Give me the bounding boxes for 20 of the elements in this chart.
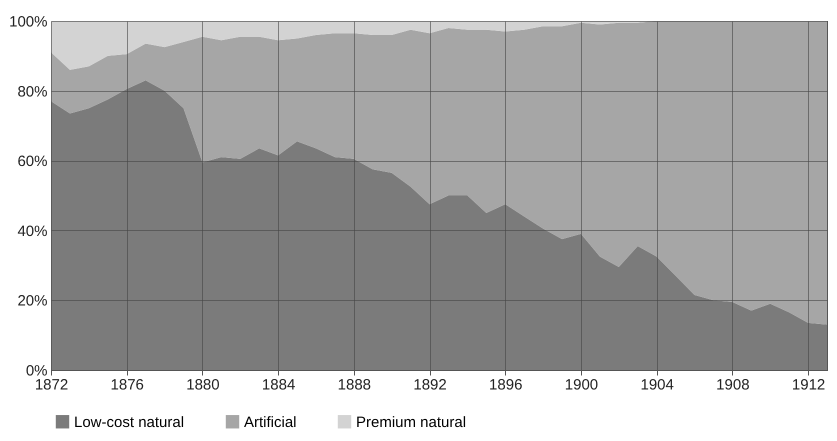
legend-label: Premium natural <box>356 414 466 431</box>
x-tick-label: 1876 <box>110 376 144 394</box>
x-tick-label: 1904 <box>640 376 674 394</box>
x-tick-label: 1912 <box>792 376 826 394</box>
y-tick-label: 80% <box>17 83 48 100</box>
x-tick-label: 1872 <box>34 376 68 394</box>
y-tick-label: 0% <box>26 362 48 380</box>
y-tick-label: 100% <box>9 14 48 30</box>
x-tick-label: 1908 <box>716 376 750 394</box>
legend-label: Artificial <box>244 414 297 431</box>
y-tick-label: 60% <box>17 153 48 170</box>
x-tick-label: 1888 <box>338 376 372 394</box>
y-tick-label: 20% <box>17 292 48 310</box>
x-tick-label: 1884 <box>262 376 296 394</box>
x-tick-label: 1880 <box>186 376 220 394</box>
x-tick-label: 1900 <box>564 376 598 394</box>
x-tick-label: 1896 <box>489 376 522 394</box>
y-tick-label: 40% <box>17 222 48 240</box>
x-tick-label: 1892 <box>413 376 447 394</box>
legend-label: Low-cost natural <box>74 414 184 431</box>
